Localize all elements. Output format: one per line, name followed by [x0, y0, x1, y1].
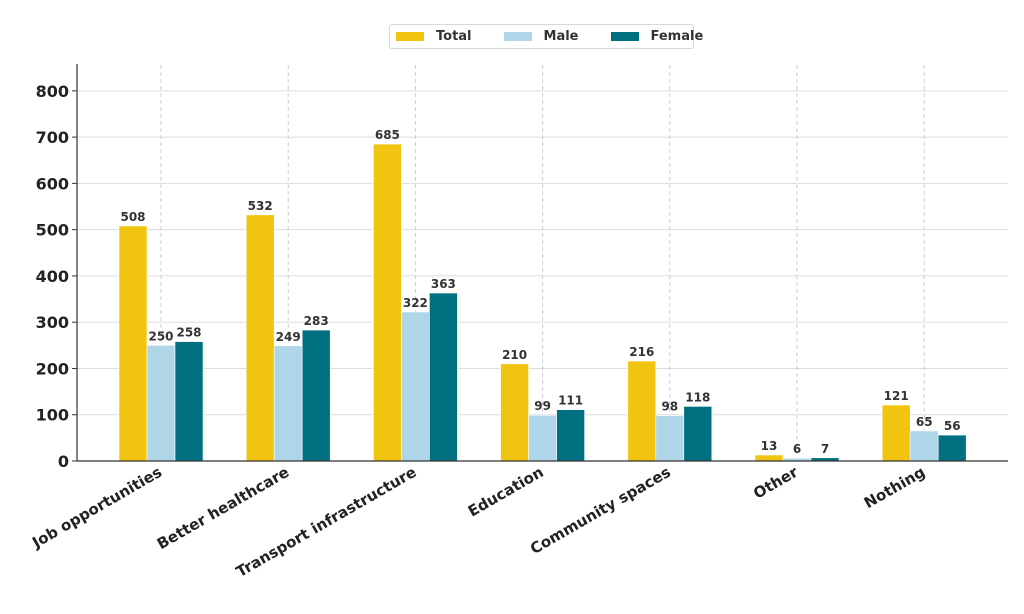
legend-item-female: Female [610, 29, 704, 44]
bar-female [556, 409, 585, 462]
data-label: 99 [534, 399, 551, 413]
bar-total [373, 143, 402, 462]
bar-male [528, 414, 557, 462]
x-tick-label: Community spaces [527, 463, 674, 558]
legend-swatch-total [396, 32, 424, 41]
data-label: 508 [120, 210, 145, 224]
data-label: 98 [661, 400, 678, 414]
bar-female [429, 292, 458, 462]
legend-item-male: Male [503, 29, 605, 44]
bar-female [301, 329, 331, 462]
bar-total [118, 225, 148, 462]
legend-label-total: Total [436, 29, 472, 44]
legend-swatch-female [610, 32, 639, 41]
data-label: 121 [884, 389, 909, 403]
bar-female [683, 406, 713, 462]
bar-total [881, 404, 911, 462]
data-label: 249 [276, 330, 301, 344]
y-tick-label: 0 [58, 452, 69, 471]
x-tick-label: Other [750, 463, 801, 503]
legend-item-total: Total [396, 29, 498, 44]
data-label: 118 [685, 390, 710, 404]
data-label: 6 [793, 442, 801, 456]
data-label: 56 [944, 419, 961, 433]
data-label: 363 [431, 277, 456, 291]
legend-label-female: Female [650, 29, 704, 44]
data-label: 13 [761, 439, 778, 453]
bars [118, 143, 967, 462]
data-label: 258 [176, 326, 201, 340]
y-tick-label: 700 [36, 128, 69, 147]
y-tick-label: 300 [36, 313, 69, 332]
gridlines [77, 65, 1008, 461]
data-label: 685 [375, 128, 400, 142]
data-label: 283 [304, 314, 329, 328]
data-label: 111 [558, 394, 583, 408]
bar-total [627, 360, 657, 462]
data-label: 216 [629, 345, 654, 359]
x-tick-label: Better healthcare [154, 463, 292, 553]
data-label: 322 [403, 296, 428, 310]
bar-total [245, 214, 275, 462]
bar-male [401, 311, 430, 462]
data-label: 250 [148, 329, 173, 343]
bar-female [174, 341, 204, 462]
legend-swatch-male [503, 32, 532, 41]
y-tick-label: 600 [36, 174, 69, 193]
y-tick-label: 100 [36, 406, 69, 425]
legend-label-male: Male [543, 29, 579, 44]
y-tick-label: 800 [36, 82, 69, 101]
x-tick-label: Nothing [861, 463, 928, 512]
bar-male [146, 345, 176, 462]
data-label: 210 [502, 348, 527, 362]
x-tick-label: Job opportunities [28, 463, 165, 552]
bar-total [500, 363, 529, 462]
data-label: 7 [821, 442, 829, 456]
legend: Total Male Female [389, 24, 703, 49]
bar-female [937, 434, 967, 462]
y-tick-label: 200 [36, 359, 69, 378]
y-tick-labels: 0 100 200 300 400 500 600 700 800 [36, 82, 69, 471]
y-tick-label: 500 [36, 221, 69, 240]
x-tick-label: Education [465, 463, 547, 521]
bar-male [655, 415, 685, 462]
bar-total [754, 454, 784, 462]
axes [72, 64, 1008, 462]
bar-male [273, 345, 303, 462]
data-label: 532 [248, 199, 273, 213]
y-tick-label: 400 [36, 267, 69, 286]
data-label: 65 [916, 415, 933, 429]
bar-male [909, 430, 939, 462]
